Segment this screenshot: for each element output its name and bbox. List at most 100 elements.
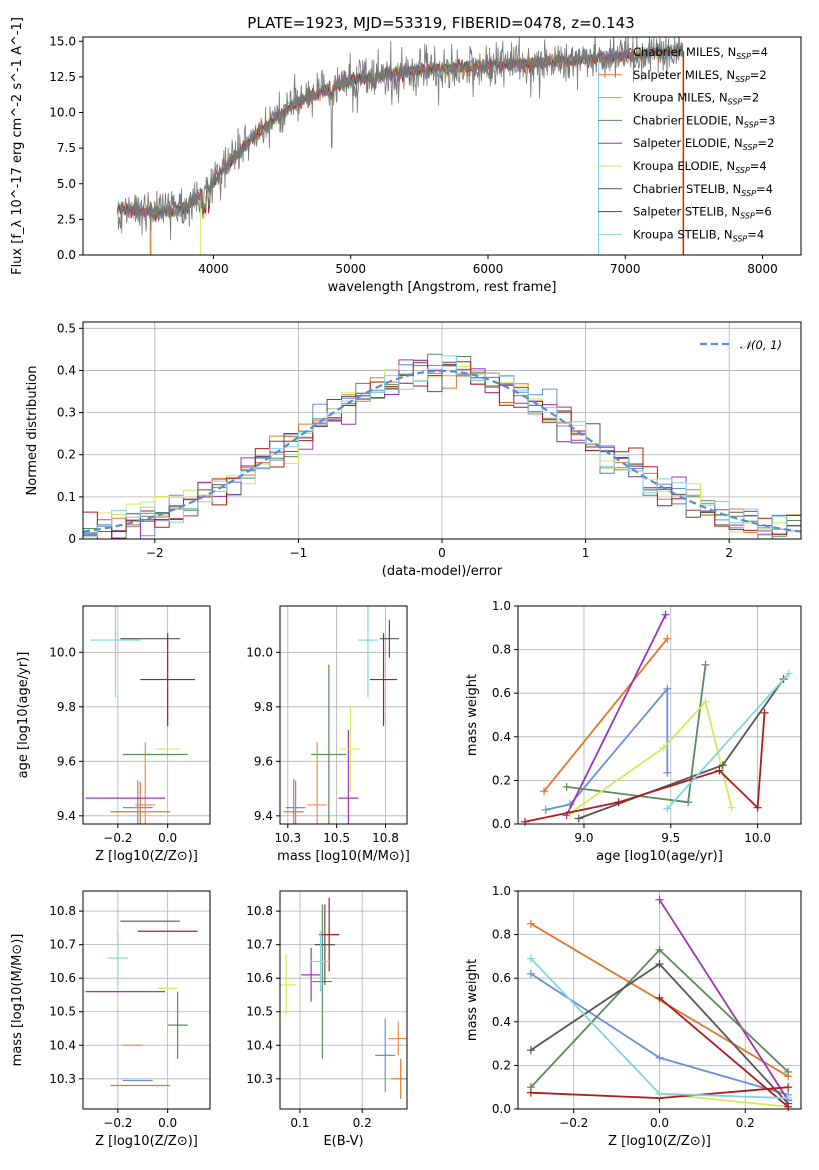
legend-label-text: Kroupa ELODIE, N xyxy=(633,159,735,173)
y-axis-label: mass weight xyxy=(465,674,480,756)
legend-label-text: Chabrier MILES, N xyxy=(633,45,736,59)
residual-histogram xyxy=(83,359,801,539)
y-tick-label: 0.4 xyxy=(492,1015,511,1029)
axes-frame xyxy=(279,605,408,825)
legend-label-sub: SSP xyxy=(736,52,751,61)
legend-label-sub: SSP xyxy=(740,212,755,221)
legend-label-text: Salpeter ELODIE, N xyxy=(633,136,743,150)
legend-label: 𝒩(0, 1) xyxy=(740,338,782,352)
weight-line xyxy=(658,899,789,1101)
mass-vs-metallicity-panel: −0.2 0.0 10.3 10.4 10.5 10.6 10.7 10.8 Z [log10(… xyxy=(10,890,211,1149)
y-tick-label: 10.0 xyxy=(49,106,76,120)
y-axis-label: Flux [f_λ 10^-17 erg cm^-2 s^-1 A^-1] xyxy=(10,17,25,275)
axes-frame xyxy=(517,605,802,825)
legend-label-text: Kroupa STELIB, N xyxy=(633,227,733,241)
spectrum-panel: 4000 5000 6000 7000 8000 0.0 2.5 5.0 7.5 10.0 12.5… xyxy=(10,17,802,295)
residual-histogram xyxy=(83,361,801,539)
weight-line xyxy=(569,700,733,814)
legend-label-sub: SSP xyxy=(735,166,750,175)
legend-label-sub: SSP xyxy=(728,98,743,107)
legend-label: Salpeter MILES, NSSP=2 xyxy=(633,68,767,84)
weight-line xyxy=(578,678,785,820)
x-tick-label: 6000 xyxy=(473,262,504,276)
x-tick-label: 0.0 xyxy=(650,1116,669,1130)
y-tick-label: 10.4 xyxy=(246,1038,273,1052)
y-axis-label: age [log10(age/yr)] xyxy=(16,652,31,779)
x-tick-label: −0.2 xyxy=(103,1116,132,1130)
residual-histogram xyxy=(83,353,801,539)
legend-label: Kroupa ELODIE, NSSP=4 xyxy=(633,159,767,175)
y-tick-label: 0.2 xyxy=(492,773,511,787)
legend-label-value: =4 xyxy=(751,45,768,59)
mass-vs-ebv-panel: 0.1 0.2 10.3 10.4 10.5 10.6 10.7 10.8 E(B-V) xyxy=(246,890,408,1149)
x-tick-label: −0.2 xyxy=(559,1116,588,1130)
y-tick-label: 9.4 xyxy=(254,809,273,823)
legend-label-text: Chabrier STELIB, N xyxy=(633,182,741,196)
weight-line xyxy=(565,614,667,816)
y-tick-label: 0.0 xyxy=(492,1102,511,1116)
y-tick-label: 0.4 xyxy=(57,363,76,377)
x-tick-label: 10.0 xyxy=(744,831,771,845)
weight-vs-metallicity-panel: −0.2 0.0 0.2 0.0 0.2 0.4 0.6 0.8 1.0 Z [log10(Z/Z… xyxy=(465,884,802,1149)
axes-frame xyxy=(279,890,408,1110)
y-tick-label: 5.0 xyxy=(57,177,76,191)
x-axis-label: mass [log10(M/M⊙)] xyxy=(277,849,410,864)
y-tick-label: 9.4 xyxy=(57,809,76,823)
x-tick-label: −1 xyxy=(290,546,308,560)
legend-label-value: =3 xyxy=(759,113,776,127)
y-tick-label: 10.5 xyxy=(49,1005,76,1019)
x-tick-label: 4000 xyxy=(198,262,229,276)
y-tick-label: 0.8 xyxy=(492,928,511,942)
y-tick-label: 9.6 xyxy=(57,754,76,768)
y-tick-label: 10.6 xyxy=(49,971,76,985)
legend-label-text: Salpeter MILES, N xyxy=(633,68,735,82)
y-tick-label: 0.6 xyxy=(492,686,511,700)
y-tick-label: 1.0 xyxy=(492,884,511,898)
x-axis-label: age [log10(age/yr)] xyxy=(596,849,723,864)
legend-label: Kroupa MILES, NSSP=2 xyxy=(633,91,759,107)
legend-label-text: Salpeter STELIB, N xyxy=(633,205,740,219)
y-tick-label: 10.3 xyxy=(246,1072,273,1086)
x-tick-label: 9.5 xyxy=(661,831,680,845)
y-tick-label: 15.0 xyxy=(49,34,76,48)
y-tick-label: 10.0 xyxy=(246,645,273,659)
axes-frame xyxy=(82,321,802,540)
legend-label: Chabrier MILES, NSSP=4 xyxy=(633,45,768,61)
y-tick-label: 9.6 xyxy=(254,754,273,768)
legend-label-value: =2 xyxy=(757,136,774,150)
legend-label: Salpeter STELIB, NSSP=6 xyxy=(633,205,772,221)
legend-label: Chabrier STELIB, NSSP=4 xyxy=(633,182,773,198)
x-tick-label: 10.3 xyxy=(274,831,301,845)
axes-frame xyxy=(82,36,802,256)
y-tick-label: 9.8 xyxy=(254,700,273,714)
x-tick-label: 10.8 xyxy=(372,831,399,845)
residual-histogram xyxy=(83,360,801,539)
y-axis-label: mass [log10(M/M⊙)] xyxy=(10,934,25,1067)
x-tick-label: 5000 xyxy=(335,262,366,276)
y-tick-label: 0.2 xyxy=(57,448,76,462)
legend-label-value: =4 xyxy=(750,159,767,173)
axes-frame xyxy=(517,890,802,1110)
y-tick-label: 0.6 xyxy=(492,971,511,985)
y-tick-label: 10.5 xyxy=(246,1005,273,1019)
y-tick-label: 7.5 xyxy=(57,141,76,155)
y-tick-label: 10.3 xyxy=(49,1072,76,1086)
residual-histogram xyxy=(83,355,801,538)
weight-line xyxy=(545,686,669,811)
y-tick-label: 10.8 xyxy=(49,904,76,918)
legend-label: Chabrier ELODIE, NSSP=3 xyxy=(633,113,775,129)
legend-label-sub: SSP xyxy=(741,189,756,198)
legend-label-value: =4 xyxy=(756,182,773,196)
y-tick-label: 0.0 xyxy=(492,817,511,831)
x-tick-label: 7000 xyxy=(610,262,641,276)
weight-line xyxy=(666,672,790,810)
residual-histogram xyxy=(83,363,801,539)
x-axis-label: Z [log10(Z/Z⊙)] xyxy=(608,1134,711,1149)
y-tick-label: 10.8 xyxy=(246,904,273,918)
legend-label-sub: SSP xyxy=(744,120,759,129)
x-axis-label: Z [log10(Z/Z⊙)] xyxy=(95,849,198,864)
y-tick-label: 0.0 xyxy=(57,248,76,262)
y-tick-label: 1.0 xyxy=(492,599,511,613)
age-vs-metallicity-panel: −0.2 0.0 9.4 9.6 9.8 10.0 Z [log10(Z/Z⊙)] age [… xyxy=(16,605,211,864)
